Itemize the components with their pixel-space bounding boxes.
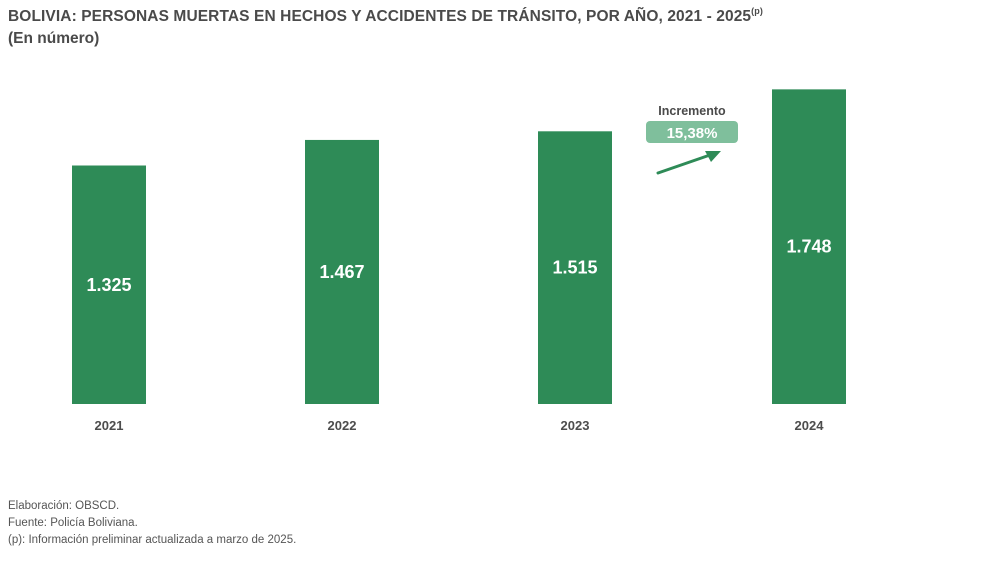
bar-2021 bbox=[72, 165, 146, 404]
annotation-value: 15,38% bbox=[667, 125, 718, 142]
x-tick-label-2021: 2021 bbox=[95, 418, 124, 433]
chart-title-text: BOLIVIA: PERSONAS MUERTAS EN HECHOS Y AC… bbox=[8, 8, 752, 25]
bar-2024 bbox=[772, 89, 846, 405]
annotation-badge bbox=[646, 121, 738, 143]
x-tick-label-2022: 2022 bbox=[328, 418, 357, 433]
bar-value-label-2023: 1.515 bbox=[552, 258, 597, 278]
bar-2023 bbox=[538, 131, 612, 405]
bar-value-label-2021: 1.325 bbox=[86, 275, 131, 295]
x-tick-label-2024: 2024 bbox=[795, 418, 825, 433]
chart-subtitle: (En número) bbox=[8, 30, 100, 47]
bar-2022 bbox=[305, 139, 379, 404]
footer-elaboracion: Elaboración: OBSCD. bbox=[8, 500, 120, 512]
chart-title-superscript: (p) bbox=[751, 6, 763, 16]
chart-footer: Elaboración: OBSCD. Fuente: Policía Boli… bbox=[8, 498, 296, 549]
increase-arrow-icon bbox=[656, 153, 712, 175]
bar-value-label-2024: 1.748 bbox=[786, 237, 831, 257]
chart-title: BOLIVIA: PERSONAS MUERTAS EN HECHOS Y AC… bbox=[8, 6, 763, 26]
bar-value-label-2022: 1.467 bbox=[319, 262, 364, 282]
x-tick-label-2023: 2023 bbox=[561, 418, 590, 433]
annotation-label: Incremento bbox=[658, 104, 726, 118]
increase-arrowhead-icon bbox=[705, 151, 721, 162]
footer-fuente: Fuente: Policía Boliviana. bbox=[8, 517, 138, 529]
footer-nota: (p): Información preliminar actualizada … bbox=[8, 534, 297, 546]
